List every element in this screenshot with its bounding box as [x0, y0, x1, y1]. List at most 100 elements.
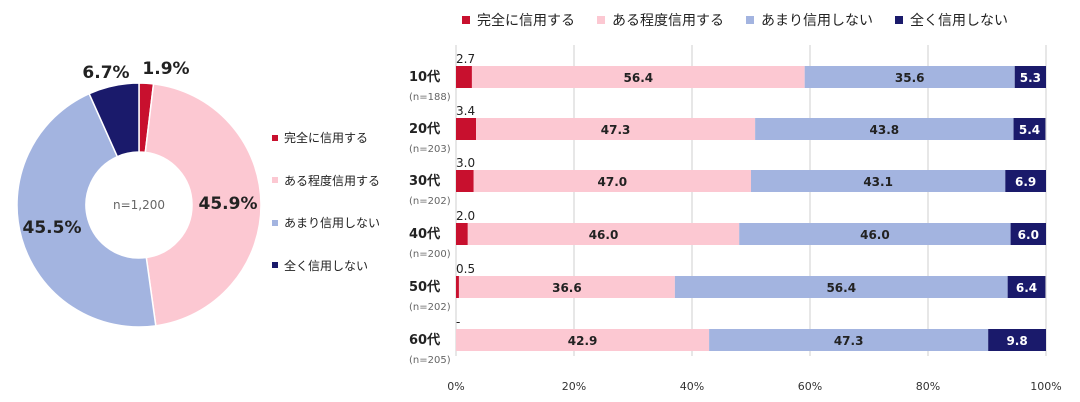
- bar-segment-no-trust: [1005, 170, 1046, 192]
- bar-segment-no-trust: [988, 329, 1046, 351]
- bar-legend-item-no-trust: 全く信用しない: [895, 10, 1008, 30]
- bar-legend-item-complete-trust: 完全に信用する: [462, 10, 575, 30]
- x-tick-label: 20%: [562, 380, 586, 393]
- legend-swatch-little-trust: [272, 219, 278, 226]
- legend-swatch-no-trust: [895, 16, 903, 24]
- x-tick-label: 60%: [798, 380, 822, 393]
- bar-segment-complete-trust: [456, 118, 477, 140]
- bar-value-label: 35.6: [895, 71, 925, 85]
- bar-value-label: 36.6: [552, 281, 582, 295]
- bar-segment-complete-trust: [456, 170, 474, 192]
- legend-label: 全く信用しない: [284, 258, 369, 273]
- bar-segment-little-trust: [751, 170, 1006, 192]
- bar-segment-some-trust: [458, 276, 675, 298]
- legend-swatch-complete-trust: [462, 16, 470, 24]
- legend-label: 完全に信用する: [477, 13, 575, 29]
- bar-value-label: 56.4: [624, 71, 654, 85]
- bar-segment-some-trust: [456, 329, 710, 351]
- category-sample-label: (n=205): [409, 355, 451, 366]
- bar-value-label: 46.0: [589, 228, 619, 242]
- bar-value-label: 0.5: [456, 262, 475, 276]
- donut-value-label: 45.9%: [199, 194, 258, 214]
- bar-value-label: 2.7: [456, 52, 475, 66]
- bar-value-label: 2.0: [456, 209, 475, 223]
- donut-slice-some-trust: [144, 83, 262, 327]
- legend-swatch-little-trust: [746, 16, 754, 24]
- donut-value-label: 1.9%: [142, 59, 189, 79]
- donut-value-label: 6.7%: [82, 63, 129, 83]
- category-label: 30代: [409, 173, 440, 189]
- legend-swatch-some-trust: [597, 16, 605, 24]
- legend-label: 全く信用しない: [910, 13, 1008, 29]
- bar-value-label: 3.0: [456, 156, 475, 170]
- bar-value-label: 56.4: [826, 281, 856, 295]
- bar-value-label: 3.4: [456, 104, 475, 118]
- bar-value-label: 47.0: [598, 175, 628, 189]
- bar-value-label: 9.8: [1006, 334, 1027, 348]
- x-tick-label: 0%: [447, 380, 464, 393]
- bar-segment-no-trust: [1007, 276, 1046, 298]
- donut-center-label: n=1,200: [113, 198, 165, 212]
- donut-slice-no-trust: [88, 82, 140, 158]
- bar-value-label: 5.4: [1019, 123, 1040, 137]
- bar-segment-little-trust: [709, 329, 989, 351]
- bar-value-label: 47.3: [834, 334, 864, 348]
- bar-segment-complete-trust: [456, 276, 459, 298]
- bar-segment-no-trust: [1010, 223, 1046, 245]
- bar-segment-little-trust: [755, 118, 1014, 140]
- legend-swatch-complete-trust: [272, 134, 278, 141]
- legend-label: ある程度信用する: [284, 173, 381, 188]
- x-tick-label: 80%: [916, 380, 940, 393]
- category-sample-label: (n=203): [409, 144, 451, 155]
- category-label: 10代: [409, 69, 440, 85]
- bar-value-label: 6.0: [1018, 228, 1039, 242]
- bar-value-label: 46.0: [860, 228, 890, 242]
- bar-value-label: 43.1: [863, 175, 893, 189]
- bar-segment-some-trust: [467, 223, 740, 245]
- bar-segment-no-trust: [1013, 118, 1046, 140]
- legend-label: 完全に信用する: [284, 131, 369, 145]
- bar-value-label: -: [456, 315, 460, 329]
- x-tick-label: 100%: [1030, 380, 1061, 393]
- pie-legend-item-some-trust: ある程度信用する: [272, 173, 380, 188]
- stacked-bar-chart: 0% 20% 40% 60% 80% 100% 10代 (n=188) 2.7 56.4 35.6 5…: [409, 45, 1062, 393]
- category-label: 50代: [409, 279, 440, 295]
- category-label: 40代: [409, 226, 440, 242]
- bar-segment-no-trust: [1014, 66, 1046, 88]
- pie-legend-item-complete-trust: 完全に信用する: [272, 130, 380, 145]
- category-sample-label: (n=202): [409, 196, 451, 207]
- bar-segment-complete-trust: [456, 66, 472, 88]
- pie-legend-item-little-trust: あまり信用しない: [272, 215, 380, 230]
- bar-segment-some-trust: [473, 170, 751, 192]
- legend-label: あまり信用しない: [761, 13, 873, 29]
- donut-value-label: 45.5%: [23, 218, 82, 238]
- category-label: 60代: [409, 332, 440, 348]
- legend-label: あまり信用しない: [284, 216, 381, 230]
- x-tick-label: 40%: [680, 380, 704, 393]
- pie-legend: 完全に信用する ある程度信用する あまり信用しない 全く信用しない: [272, 130, 380, 300]
- bar-value-label: 43.8: [870, 123, 900, 137]
- bar-value-label: 47.3: [601, 123, 631, 137]
- category-label: 20代: [409, 121, 440, 137]
- legend-swatch-no-trust: [272, 262, 278, 268]
- category-sample-label: (n=202): [409, 302, 451, 313]
- bar-segment-complete-trust: [456, 223, 468, 245]
- bar-segment-little-trust: [739, 223, 1011, 245]
- bar-segment-little-trust: [804, 66, 1015, 88]
- bar-segment-some-trust: [471, 66, 805, 88]
- bar-value-label: 5.3: [1020, 71, 1041, 85]
- bar-legend-item-some-trust: ある程度信用する: [597, 10, 724, 30]
- bar-legend-item-little-trust: あまり信用しない: [746, 10, 873, 30]
- legend-label: ある程度信用する: [612, 13, 724, 29]
- bar-value-label: 6.9: [1015, 175, 1036, 189]
- bar-legend: 完全に信用する ある程度信用する あまり信用しない 全く信用しない: [462, 10, 1030, 30]
- pie-legend-item-no-trust: 全く信用しない: [272, 258, 380, 273]
- bar-value-label: 42.9: [568, 334, 598, 348]
- bar-segment-some-trust: [476, 118, 756, 140]
- legend-swatch-some-trust: [272, 177, 278, 183]
- bar-segment-little-trust: [674, 276, 1008, 298]
- donut-slice-little-trust: [16, 92, 157, 328]
- donut-chart: 1.9% 45.9% 45.5% 6.7% n=1,200: [16, 59, 262, 328]
- category-sample-label: (n=188): [409, 92, 451, 103]
- category-sample-label: (n=200): [409, 249, 451, 260]
